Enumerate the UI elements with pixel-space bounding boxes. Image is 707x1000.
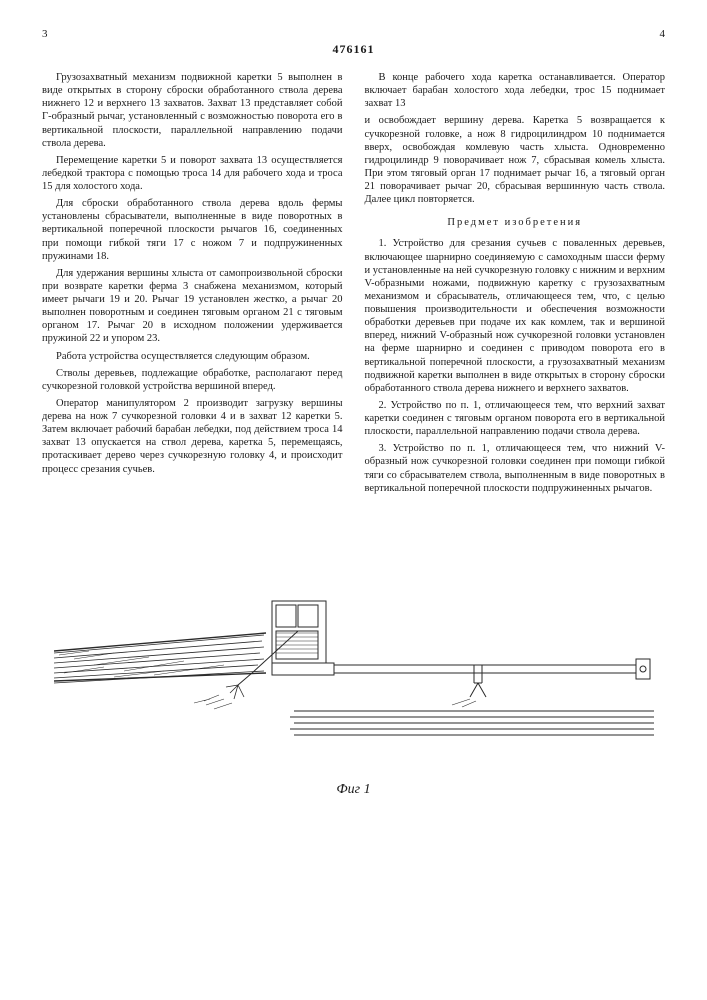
para: Грузозахватный механизм подвижной каретк… [42,71,343,150]
ground-logs-icon [290,711,654,735]
para: В конце рабочего хода каретка останавлив… [365,71,666,110]
para: и освобождает вершину дерева. Каретка 5 … [365,114,666,206]
figure: Фиг 1 [42,523,665,798]
figure-label: Фиг 1 [42,782,665,798]
log-pile-icon [54,633,266,683]
page: 3 4 476161 Грузозахватный механизм подви… [0,0,707,818]
machine-icon [194,601,334,709]
page-number-row: 3 4 [42,28,665,40]
page-num-left: 3 [42,28,48,40]
claims-title: Предмет изобретения [365,216,666,229]
para: Для сброски обработанного ствола дерева … [42,197,343,263]
text-columns: Грузозахватный механизм подвижной каретк… [42,71,665,495]
page-num-right: 4 [660,28,666,40]
boom-icon [334,659,650,707]
para: Оператор манипулятором 2 производит загр… [42,397,343,476]
patent-number: 476161 [42,42,665,57]
claim: 1. Устройство для срезания сучьев с пова… [365,237,666,395]
para: Для удержания вершины хлыста от самопрои… [42,267,343,346]
claim: 3. Устройство по п. 1, отличающееся тем,… [365,442,666,495]
para: Работа устройства осуществляется следующ… [42,350,343,363]
figure-svg [54,523,654,783]
para: Стволы деревьев, подлежащие обработке, р… [42,367,343,393]
para: Перемещение каретки 5 и поворот захвата … [42,154,343,193]
claim: 2. Устройство по п. 1, отличающееся тем,… [365,399,666,438]
